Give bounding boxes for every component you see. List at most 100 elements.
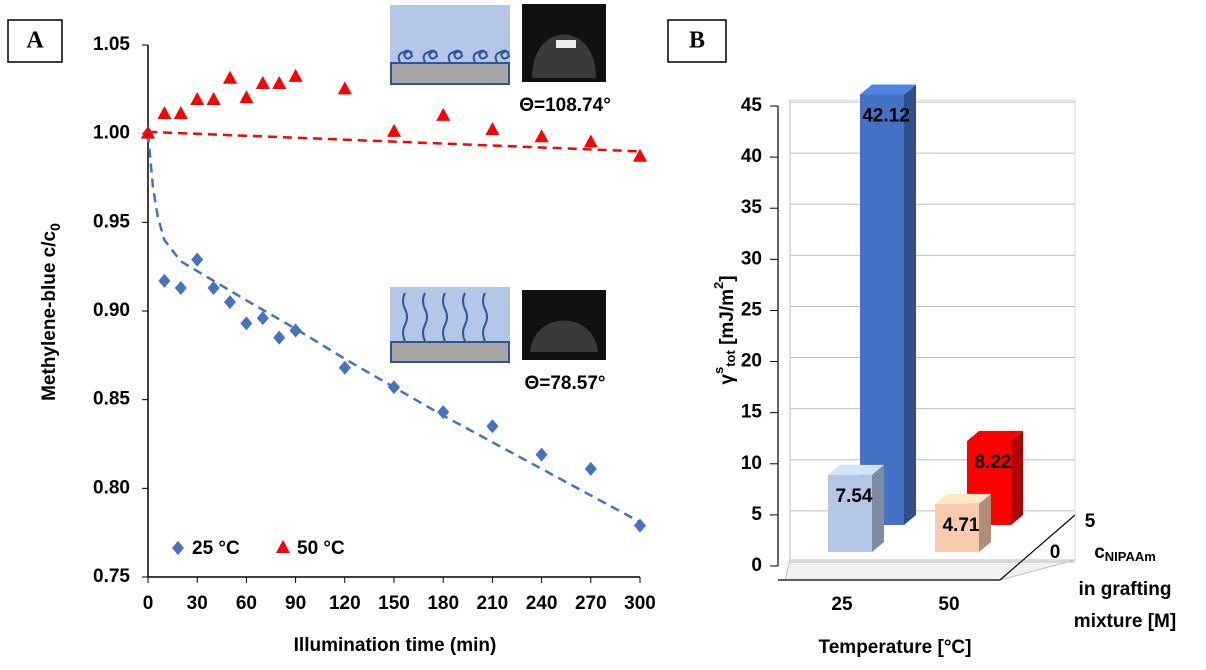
marker (634, 518, 646, 533)
marker (288, 68, 303, 82)
y-tick-label: 30 (741, 248, 762, 269)
marker (191, 252, 204, 267)
marker (206, 91, 221, 105)
annotation: Θ=108.74° (519, 95, 611, 116)
marker (534, 129, 549, 143)
substrate (390, 341, 510, 363)
y-tick-label: 0.85 (93, 389, 130, 410)
marker (437, 405, 450, 420)
marker (535, 447, 548, 462)
marker (157, 106, 172, 120)
droplet (530, 320, 598, 352)
x-tick-label: 120 (329, 593, 361, 614)
bar: 42.12 (860, 84, 916, 525)
fit-line (147, 130, 641, 153)
y-axis-title-sub: tot (723, 350, 738, 367)
x-tick-label: 150 (378, 593, 410, 614)
marker (240, 316, 253, 331)
marker (223, 70, 237, 84)
marker (174, 280, 187, 295)
collapsed-chains (397, 49, 511, 63)
marker (485, 122, 500, 136)
marker (486, 419, 499, 434)
y-tick-label: 10 (741, 453, 762, 474)
depth-axis-title-sub: NIPAAm (1105, 549, 1156, 564)
depth-axis-title: cNIPAAm (1094, 542, 1156, 564)
y-tick-label: 1.05 (93, 34, 130, 55)
depth-axis (999, 514, 1076, 581)
legend-label: 25 °C (192, 538, 240, 559)
x-tick-label: 0 (143, 593, 154, 614)
x-tick-label: 90 (285, 593, 306, 614)
x-tick-label: 30 (187, 593, 208, 614)
depth-axis-title-text: c (1094, 542, 1105, 563)
bar-side (904, 84, 916, 525)
y-tick-label: 35 (741, 197, 763, 218)
bar-top (860, 84, 916, 95)
x-axis-title: Illumination time (min) (294, 635, 497, 656)
x-tick-label: 210 (477, 593, 509, 614)
bar-front (935, 503, 979, 552)
bar: 7.54 (828, 464, 884, 552)
marker (388, 380, 400, 395)
marker (207, 280, 220, 295)
x-tick-label: 240 (526, 593, 558, 614)
y-axis-title-sup: 2 (711, 282, 726, 289)
y-tick-label: 0.95 (93, 211, 130, 232)
x-tick-label: 270 (575, 593, 607, 614)
x-tick-label: 25 (831, 594, 853, 615)
marker (239, 90, 254, 104)
bar-side (872, 464, 884, 552)
y-axis-title-text: [mJ/m (717, 289, 738, 350)
droplet-highlight (556, 40, 576, 48)
marker (289, 323, 302, 338)
value-label: 4.71 (943, 515, 980, 536)
marker (190, 91, 205, 105)
y-tick-label: 0.75 (93, 566, 130, 587)
marker (338, 360, 351, 375)
depth-axis-title: mixture [M] (1074, 611, 1176, 632)
y-tick-label: 0.80 (93, 477, 130, 498)
x-tick-label: 50 (938, 594, 959, 615)
bar-top (967, 430, 1023, 441)
substrate (390, 62, 510, 85)
y-tick-label: 20 (741, 351, 762, 372)
extended-chains (402, 292, 488, 342)
marker (387, 123, 401, 137)
y-tick-label: 40 (741, 146, 762, 167)
y-axis-title-text: Methylene-blue c/c (39, 230, 60, 400)
y-axis-title-text: γ (717, 374, 738, 385)
bar: 4.71 (935, 493, 991, 552)
y-axis-title-text: ] (717, 275, 738, 281)
floor (784, 559, 1076, 581)
y-axis-title-sup: s (711, 367, 726, 374)
marker (273, 330, 286, 345)
marker (256, 311, 269, 326)
y-axis-title: γstot [mJ/m2] (711, 275, 738, 384)
y-tick-label: 45 (741, 95, 763, 116)
marker (276, 540, 290, 553)
marker (584, 461, 597, 476)
marker (172, 541, 184, 555)
marker (158, 273, 171, 288)
value-label: 8.22 (975, 452, 1012, 473)
marker (436, 107, 451, 121)
bar-top (828, 464, 884, 475)
panel-label: B (689, 28, 705, 54)
panel-box (667, 19, 727, 63)
y-axis-title-sub: 0 (47, 223, 63, 231)
legend-item: 25 °C (172, 538, 240, 559)
y-tick-label: 15 (741, 402, 763, 423)
marker (337, 81, 352, 95)
y-axis-title: Methylene-blue c/c0 (39, 223, 63, 401)
fit-line (146, 133, 641, 524)
y-tick-label: 0 (751, 555, 762, 576)
depth-axis-title: in grafting (1079, 579, 1172, 600)
value-label: 7.54 (836, 486, 873, 507)
bar-front (860, 94, 904, 525)
droplet (532, 34, 596, 78)
inset-top (390, 4, 606, 85)
x-tick-label: 60 (236, 593, 257, 614)
y-tick-label: 0.90 (93, 300, 130, 321)
